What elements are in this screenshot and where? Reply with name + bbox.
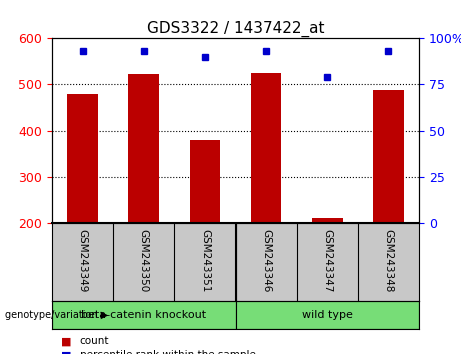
Title: GDS3322 / 1437422_at: GDS3322 / 1437422_at: [147, 21, 324, 37]
Bar: [189, 140, 220, 223]
Text: wild type: wild type: [302, 310, 353, 320]
Bar: [236, 301, 419, 329]
Text: GSM243349: GSM243349: [77, 229, 88, 293]
Bar: [129, 74, 159, 223]
Text: GSM243348: GSM243348: [384, 229, 393, 293]
Text: beta-catenin knockout: beta-catenin knockout: [81, 310, 207, 320]
Text: GSM243347: GSM243347: [322, 229, 332, 293]
Text: GSM243350: GSM243350: [139, 229, 149, 292]
Text: genotype/variation ▶: genotype/variation ▶: [5, 310, 108, 320]
Text: GSM243351: GSM243351: [200, 229, 210, 293]
Bar: [67, 93, 98, 223]
Bar: [373, 90, 404, 223]
Text: ■: ■: [61, 336, 72, 346]
Bar: [52, 301, 236, 329]
Bar: [312, 218, 343, 223]
Bar: [251, 73, 281, 223]
Text: count: count: [80, 336, 109, 346]
Text: GSM243346: GSM243346: [261, 229, 271, 293]
Text: ■: ■: [61, 350, 72, 354]
Text: percentile rank within the sample: percentile rank within the sample: [80, 350, 255, 354]
